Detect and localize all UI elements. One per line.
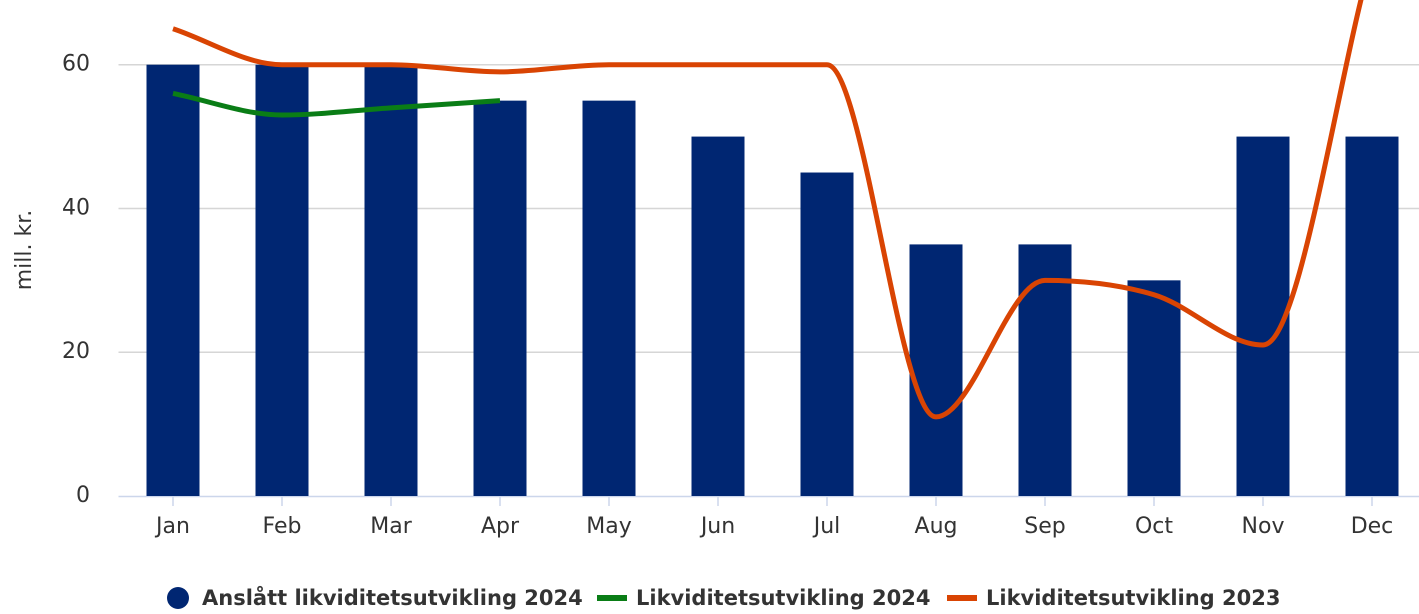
legend-label: Likviditetsutvikling 2024 bbox=[636, 586, 930, 610]
y-tick-label: 60 bbox=[62, 52, 90, 77]
bar bbox=[582, 100, 636, 496]
x-tick-label: Jun bbox=[699, 514, 735, 539]
bar bbox=[255, 64, 309, 497]
bar bbox=[473, 100, 527, 496]
bar bbox=[1345, 136, 1399, 496]
plot-area bbox=[146, 0, 1399, 497]
x-tick-label: Sep bbox=[1024, 514, 1065, 539]
legend-label: Anslått likviditetsutvikling 2024 bbox=[202, 585, 583, 610]
line bbox=[172, 90, 501, 118]
x-tick-label: Dec bbox=[1351, 514, 1394, 539]
bar bbox=[146, 64, 200, 497]
bar bbox=[800, 172, 854, 497]
legend-symbol bbox=[597, 595, 627, 601]
bar bbox=[1127, 280, 1181, 496]
bar bbox=[364, 64, 418, 497]
y-axis-label: mill. kr. bbox=[12, 210, 37, 291]
y-tick-label: 20 bbox=[62, 339, 90, 364]
x-tick-label: Jul bbox=[812, 514, 841, 539]
bar bbox=[1018, 244, 1072, 496]
x-tick-label: Mar bbox=[370, 514, 412, 539]
x-tick-label: Jan bbox=[154, 514, 190, 539]
bar bbox=[909, 244, 963, 496]
bar bbox=[1236, 136, 1290, 496]
x-tick-label: Aug bbox=[915, 514, 958, 539]
x-tick-label: Nov bbox=[1242, 514, 1285, 539]
bar bbox=[691, 136, 745, 496]
line bbox=[172, 0, 1364, 420]
x-tick-label: Apr bbox=[481, 514, 520, 539]
legend-symbol bbox=[167, 587, 189, 609]
y-tick-label: 40 bbox=[62, 195, 90, 220]
legend-label: Likviditetsutvikling 2023 bbox=[986, 586, 1280, 610]
x-tick-label: Feb bbox=[263, 514, 302, 539]
x-tick-label: May bbox=[586, 514, 631, 539]
x-tick-label: Oct bbox=[1135, 514, 1173, 539]
legend-symbol bbox=[947, 595, 977, 601]
y-tick-label: 0 bbox=[76, 483, 90, 508]
